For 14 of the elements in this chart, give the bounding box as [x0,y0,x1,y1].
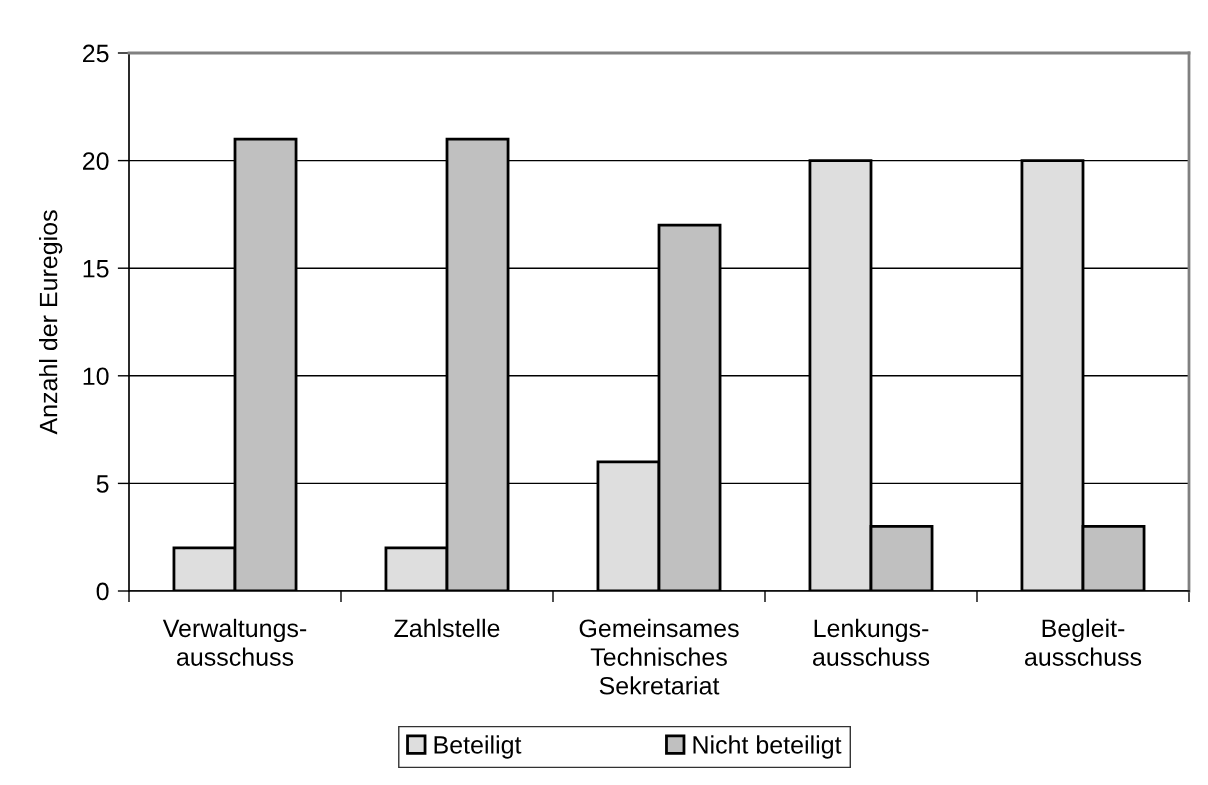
y-tick-label: 0 [96,582,109,601]
y-axis-title: Anzahl der Euregios [39,210,63,435]
y-tick-label: 15 [83,260,109,278]
x-tick-label: Gemeinsames Technisches Sekretariat [579,618,739,695]
legend-label: Beteiligt [434,735,522,759]
y-tick-label: 10 [83,367,109,386]
x-tick-label: Lenkungs- ausschuss [813,618,930,666]
x-tick-label: Zahlstelle [394,618,500,638]
y-tick-label: 5 [96,475,109,493]
y-tick-label: 25 [83,44,109,63]
y-tick-label: 20 [83,152,109,170]
legend-label: Nicht beteiligt [693,735,842,759]
x-tick-label: Begleit- ausschuss [1025,618,1142,666]
x-tick-label: Verwaltungs- ausschuss [162,618,307,666]
